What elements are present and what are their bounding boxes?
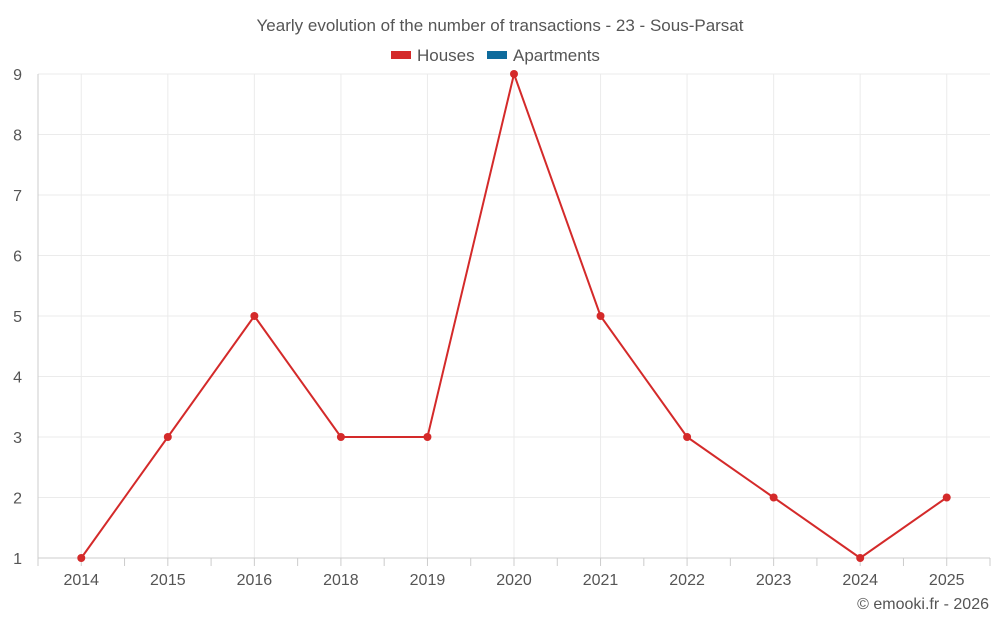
- axes: [37, 74, 991, 566]
- legend: Houses Apartments: [391, 46, 600, 65]
- x-tick-label: 2022: [669, 572, 705, 589]
- x-tick-label: 2023: [756, 572, 792, 589]
- data-point-houses-2021[interactable]: [596, 312, 605, 320]
- data-point-houses-2016[interactable]: [250, 312, 259, 320]
- y-tick-label: 8: [13, 128, 22, 145]
- x-tick-label: 2018: [323, 572, 359, 589]
- y-tick-label: 7: [13, 188, 22, 205]
- legend-item-houses[interactable]: Houses: [391, 46, 475, 65]
- x-tick-label: 2016: [237, 572, 273, 589]
- chart-title: Yearly evolution of the number of transa…: [257, 16, 744, 35]
- y-tick-label: 5: [13, 309, 22, 326]
- grid: [38, 73, 990, 558]
- y-tick-label: 4: [13, 370, 22, 387]
- y-axis-ticks: 1 2 3 4 5 6 7 8 9: [13, 67, 22, 568]
- y-tick-label: 1: [13, 551, 22, 568]
- x-tick-label: 2020: [496, 572, 532, 589]
- data-point-houses-2019[interactable]: [423, 433, 432, 441]
- x-tick-label: 2014: [63, 572, 99, 589]
- data-point-houses-2015[interactable]: [163, 433, 172, 441]
- legend-swatch-houses: [391, 51, 411, 59]
- x-axis-ticks: 2014 2015 2016 2018 2019 2020 2021 2022 2023 2024…: [63, 572, 964, 589]
- data-point-houses-2022[interactable]: [683, 433, 692, 441]
- y-tick-label: 3: [13, 430, 22, 447]
- y-tick-label: 6: [13, 249, 22, 266]
- data-point-houses-2014[interactable]: [77, 554, 86, 562]
- legend-item-apartments[interactable]: Apartments: [487, 46, 600, 65]
- series-houses: [77, 70, 951, 562]
- data-point-houses-2025[interactable]: [942, 493, 951, 502]
- y-tick-label: 9: [13, 67, 22, 84]
- x-tick-label: 2025: [929, 572, 965, 589]
- x-tick-label: 2024: [842, 572, 878, 589]
- legend-label-apartments: Apartments: [513, 46, 600, 65]
- data-point-houses-2020[interactable]: [510, 70, 518, 78]
- y-tick-label: 2: [13, 491, 22, 508]
- x-tick-label: 2019: [410, 572, 446, 589]
- x-tick-label: 2021: [583, 572, 619, 589]
- legend-swatch-apartments: [487, 51, 507, 59]
- x-tick-label: 2015: [150, 572, 186, 589]
- data-point-houses-2018[interactable]: [336, 433, 345, 441]
- legend-label-houses: Houses: [417, 46, 475, 65]
- credit-text: © emooki.fr - 2026: [857, 596, 989, 613]
- data-point-houses-2023[interactable]: [769, 493, 778, 502]
- data-point-houses-2024[interactable]: [856, 554, 865, 562]
